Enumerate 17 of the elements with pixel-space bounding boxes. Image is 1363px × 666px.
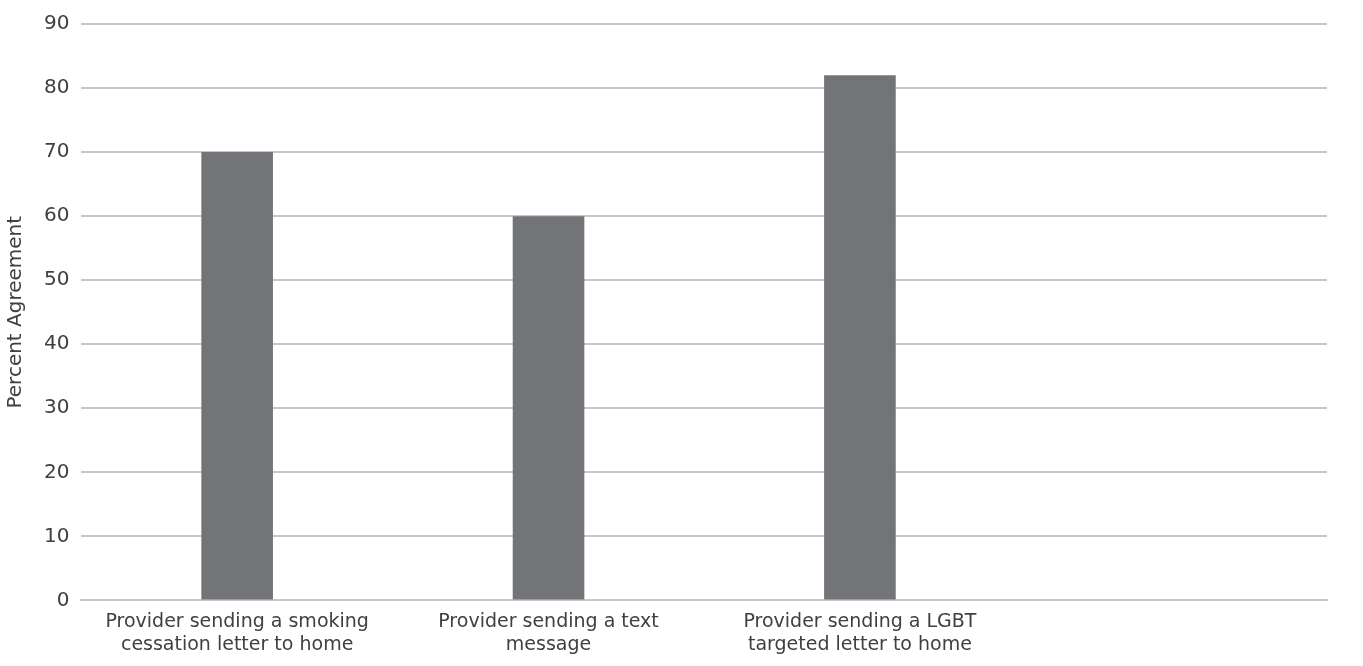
y-axis-title: Percent Agreement	[2, 215, 27, 409]
x-tick-label: Provider sending a smoking cessation letter to home	[105, 608, 369, 654]
bar	[512, 216, 585, 600]
bar	[824, 75, 896, 600]
y-tick-label: 50	[44, 266, 70, 291]
y-tick-label: 20	[44, 458, 70, 483]
y-tick-label: 60	[44, 202, 70, 227]
x-tick-label: Provider sending a LGBT targeted letter to home	[743, 608, 977, 654]
y-tick-label: 0	[56, 586, 70, 611]
y-tick-label: 10	[44, 522, 70, 547]
y-tick-label: 80	[44, 74, 70, 99]
y-tick-label: 90	[44, 10, 70, 35]
y-tick-label: 40	[44, 330, 70, 355]
y-tick-label: 70	[44, 138, 70, 163]
y-tick-label: 30	[44, 394, 70, 419]
bar	[201, 152, 273, 600]
x-tick-label: Provider sending a text message	[438, 608, 659, 654]
